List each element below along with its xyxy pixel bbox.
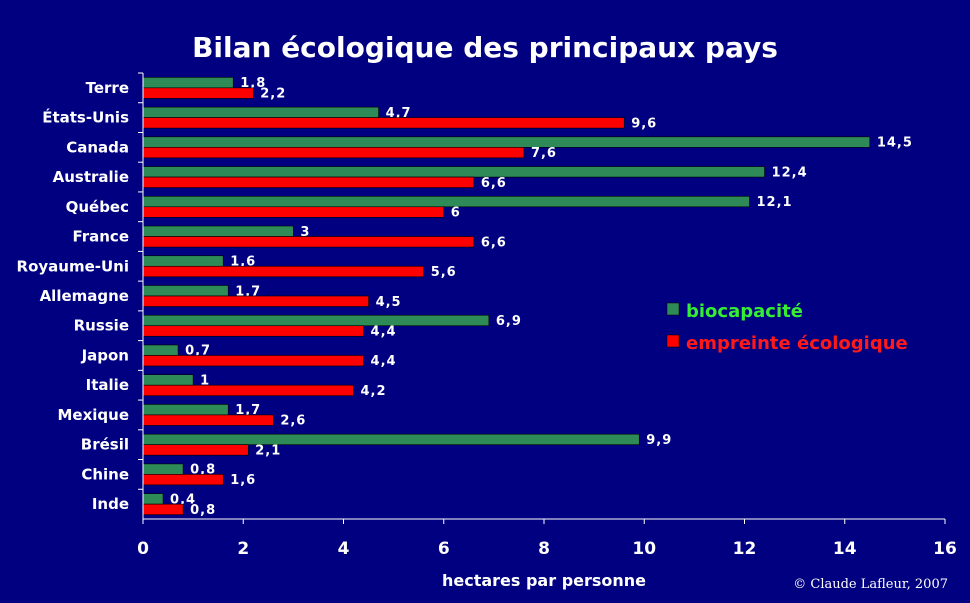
bar-biocapacite-chine [142,463,184,475]
data-label-empreinte-ecologique-japon: 4,4 [371,354,397,369]
category-label-etats-unis: États-Unis [42,108,129,127]
data-label-empreinte-ecologique-canada: 7,6 [531,146,557,161]
bar-biocapacite-etats-unis [142,106,379,118]
category-label-france: France [72,228,129,246]
data-label-biocapacite-russie: 6,9 [496,314,522,329]
bar-empreinte-ecologique-royaume-uni [142,265,425,278]
x-tick-label-6: 6 [438,539,450,559]
bar-biocapacite-canada [142,136,871,148]
x-tick-label-10: 10 [632,539,656,559]
category-label-inde: Inde [92,495,129,513]
bar-biocapacite-allemagne [142,285,229,297]
bar-empreinte-ecologique-quebec [142,206,445,218]
x-tick-label-12: 12 [733,539,757,559]
bar-biocapacite-japon [142,344,179,356]
x-tick-label-8: 8 [538,539,550,559]
data-label-empreinte-ecologique-chine: 1,6 [230,473,256,488]
bar-empreinte-ecologique-italie [142,384,354,397]
bar-biocapacite-royaume-uni [142,255,224,267]
bar-empreinte-ecologique-chine [142,474,224,486]
plot-area: 1,82,2Terre4,79,6États-Unis14,57,6Canada… [17,72,957,559]
data-label-empreinte-ecologique-etats-unis: 9,6 [631,116,657,131]
legend-swatch-biocapacite [666,302,680,316]
legend-swatch-empreinte [666,334,680,348]
category-label-japon: Japon [81,346,129,364]
data-label-empreinte-ecologique-royaume-uni: 5,6 [431,265,457,280]
data-label-biocapacite-france: 3 [300,225,310,240]
category-label-australie: Australie [53,168,129,186]
data-label-empreinte-ecologique-russie: 4,4 [371,324,397,339]
data-label-biocapacite-mexique: 1,7 [235,403,261,418]
data-label-biocapacite-allemagne: 1,7 [235,284,261,299]
data-label-empreinte-ecologique-mexique: 2,6 [280,414,306,429]
data-label-empreinte-ecologique-bresil: 2,1 [255,443,281,458]
data-label-biocapacite-australie: 12,4 [772,165,808,180]
data-label-biocapacite-quebec: 12,1 [757,195,793,210]
bar-biocapacite-quebec [142,196,750,208]
data-label-empreinte-ecologique-france: 6,6 [481,235,507,250]
bar-biocapacite-australie [142,166,765,178]
data-label-empreinte-ecologique-terre: 2,2 [260,87,286,102]
chart-title: Bilan écologique des principaux pays [192,31,778,64]
category-label-allemagne: Allemagne [40,287,129,305]
data-label-biocapacite-japon: 0,7 [185,344,211,359]
x-tick-label-16: 16 [933,539,957,559]
data-label-biocapacite-terre: 1,8 [240,76,266,91]
data-label-empreinte-ecologique-allemagne: 4,5 [376,295,402,310]
bar-empreinte-ecologique-mexique [142,414,274,426]
bar-biocapacite-france [142,225,294,237]
bar-empreinte-ecologique-allemagne [142,295,369,307]
bar-empreinte-ecologique-inde [142,503,184,515]
data-label-biocapacite-royaume-uni: 1,6 [230,255,256,270]
bar-biocapacite-bresil [142,433,640,445]
x-tick-label-14: 14 [833,539,857,559]
bar-empreinte-ecologique-japon [142,355,364,367]
category-label-quebec: Québec [66,198,129,216]
bar-biocapacite-italie [142,374,194,386]
category-label-royaume-uni: Royaume-Uni [17,257,129,275]
x-tick-label-0: 0 [137,539,149,559]
category-label-mexique: Mexique [57,406,129,424]
bar-empreinte-ecologique-australie [142,176,475,188]
bar-empreinte-ecologique-bresil [142,444,249,456]
bar-empreinte-ecologique-terre [142,87,254,99]
bar-biocapacite-terre [142,77,234,89]
bar-biocapacite-mexique [142,404,229,416]
bar-empreinte-ecologique-canada [142,147,525,159]
category-label-chine: Chine [81,465,129,483]
data-label-biocapacite-inde: 0,4 [170,492,196,507]
bar-biocapacite-russie [142,314,490,327]
category-label-canada: Canada [66,138,129,156]
data-label-biocapacite-italie: 1 [200,373,210,388]
data-label-empreinte-ecologique-quebec: 6 [451,206,461,221]
category-label-italie: Italie [86,376,129,394]
bar-empreinte-ecologique-etats-unis [142,117,625,129]
x-tick-label-2: 2 [237,539,249,559]
category-label-bresil: Brésil [81,436,129,454]
data-label-empreinte-ecologique-australie: 6,6 [481,176,507,191]
x-tick-label-4: 4 [338,539,350,559]
data-label-empreinte-ecologique-italie: 4,2 [361,384,387,399]
legend: biocapacité empreinte écologique [666,301,908,354]
data-label-biocapacite-chine: 0,8 [190,463,216,478]
copyright-text: © Claude Lafleur, 2007 [793,577,948,592]
category-label-terre: Terre [86,79,129,97]
x-axis-label: hectares par personne [442,571,646,590]
data-label-biocapacite-canada: 14,5 [877,136,913,151]
bar-biocapacite-inde [142,493,164,505]
legend-label-biocapacite: biocapacité [686,301,803,322]
data-label-biocapacite-bresil: 9,9 [646,433,672,448]
legend-label-empreinte: empreinte écologique [686,333,908,354]
data-label-empreinte-ecologique-inde: 0,8 [190,503,216,518]
bar-empreinte-ecologique-russie [142,325,364,337]
bar-empreinte-ecologique-france [142,236,475,248]
category-label-russie: Russie [74,317,129,335]
data-label-biocapacite-etats-unis: 4,7 [386,106,412,121]
